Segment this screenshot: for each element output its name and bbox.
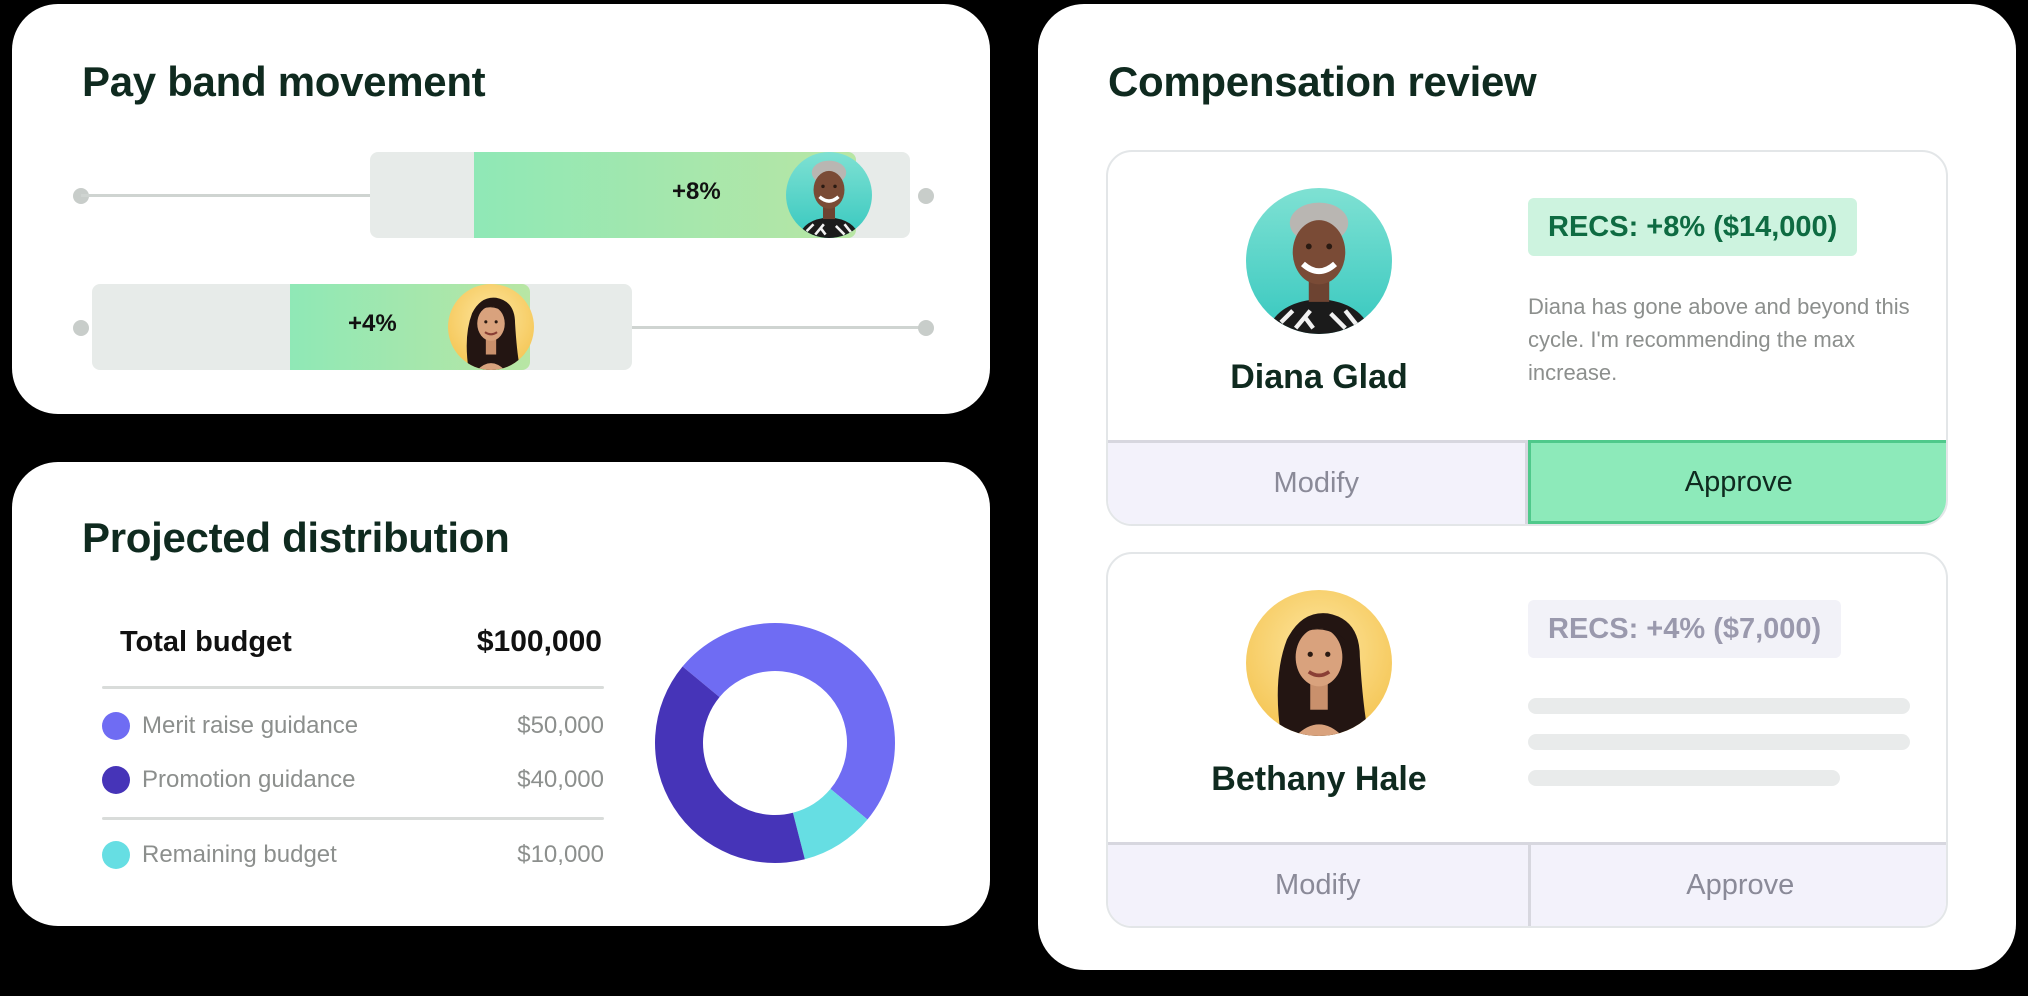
list-item: Promotion guidance $40,000	[102, 753, 604, 807]
placeholder-line	[1528, 698, 1910, 714]
list-item: Merit raise guidance $50,000	[102, 699, 604, 753]
merit-label: Merit raise guidance	[142, 712, 359, 739]
remaining-label: Remaining budget	[142, 841, 337, 868]
diana-avatar	[786, 152, 872, 238]
action-row: Modify Approve	[1108, 440, 1946, 524]
budget-table: Total budget $100,000 Merit raise guidan…	[102, 612, 604, 882]
distribution-card: Projected distribution Total budget $100…	[12, 462, 990, 926]
merit-legend-dot	[102, 712, 130, 740]
placeholder-line	[1528, 770, 1840, 786]
recommendation-note: Diana has gone above and beyond this cyc…	[1528, 294, 1910, 385]
pay-band-title: Pay band movement	[82, 58, 486, 105]
band-end-dot	[918, 320, 934, 336]
compensation-card: Compensation review Diana Glad RECS: +8%…	[1038, 4, 2016, 970]
donut-slice-promotion-guidance	[655, 666, 805, 863]
employee-card-bethany: Bethany Hale RECS: +4% ($7,000) Modify A…	[1106, 552, 1948, 928]
pay-band-range: +8%	[370, 152, 910, 238]
band-end-dot	[918, 188, 934, 204]
recommendation-badge: RECS: +8% ($14,000)	[1528, 198, 1858, 256]
donut-slice-remaining-budget	[792, 788, 868, 860]
recommendation-badge: RECS: +4% ($7,000)	[1528, 600, 1842, 658]
pay-band-card: Pay band movement +8% +4%	[12, 4, 990, 414]
band-change-label: +4%	[348, 310, 397, 337]
approve-button[interactable]: Approve	[1527, 440, 1946, 524]
employee-name: Bethany Hale	[1211, 760, 1427, 798]
donut-slice-merit-raise-guidance	[682, 623, 895, 820]
pay-band-range: +4%	[92, 284, 632, 370]
bethany-avatar	[448, 284, 534, 370]
promotion-label: Promotion guidance	[142, 766, 356, 793]
employee-name: Diana Glad	[1230, 358, 1408, 396]
remaining-value: $10,000	[517, 841, 604, 868]
bethany-avatar	[1246, 590, 1392, 736]
modify-button[interactable]: Modify	[1108, 842, 1531, 926]
band-line	[81, 194, 381, 197]
placeholder-line	[1528, 734, 1910, 750]
table-divider	[102, 817, 604, 820]
remaining-legend-dot	[102, 841, 130, 869]
promotion-value: $40,000	[517, 766, 604, 793]
total-budget-value: $100,000	[476, 625, 602, 658]
merit-value: $50,000	[517, 712, 604, 739]
total-budget-row: Total budget $100,000	[102, 612, 604, 672]
list-item: Remaining budget $10,000	[102, 828, 604, 882]
promotion-legend-dot	[102, 766, 130, 794]
modify-button[interactable]: Modify	[1108, 440, 1528, 524]
pay-band-row: +8%	[12, 152, 990, 238]
compensation-title: Compensation review	[1108, 58, 1537, 105]
table-divider	[102, 686, 604, 689]
band-line	[632, 326, 922, 329]
approve-button[interactable]: Approve	[1530, 842, 1946, 926]
diana-avatar	[1246, 188, 1392, 334]
band-change-label: +8%	[672, 178, 721, 205]
employee-card-diana: Diana Glad RECS: +8% ($14,000) Diana has…	[1106, 150, 1948, 526]
band-start-dot	[73, 320, 89, 336]
budget-donut-chart	[655, 623, 895, 863]
action-row: Modify Approve	[1108, 842, 1946, 926]
distribution-title: Projected distribution	[82, 514, 510, 561]
pay-band-row: +4%	[12, 284, 990, 370]
total-budget-label: Total budget	[120, 625, 292, 658]
